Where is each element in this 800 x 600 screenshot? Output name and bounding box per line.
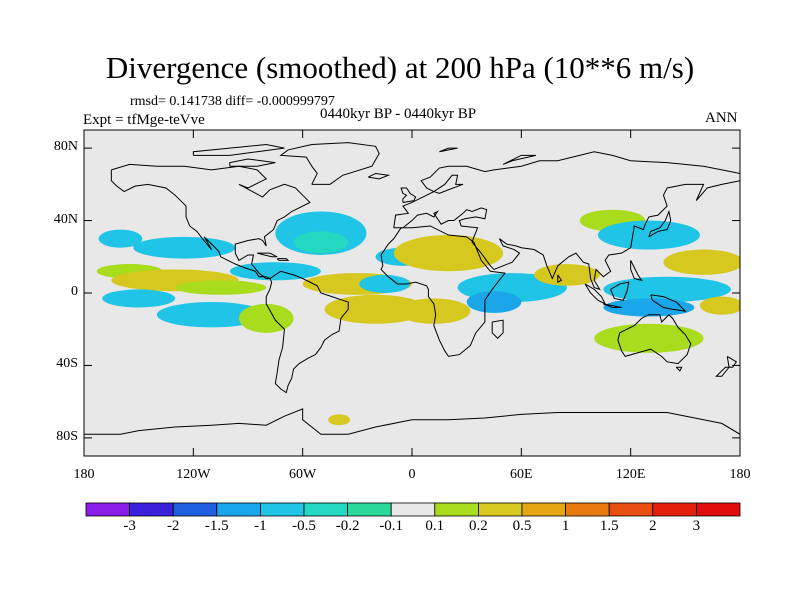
coastline	[400, 187, 417, 203]
chart-title: Divergence (smoothed) at 200 hPa (10**6 …	[105, 50, 695, 85]
y-tick-label: 40S	[56, 356, 78, 372]
field-anomaly	[594, 323, 704, 353]
colorbar-swatch	[172, 502, 218, 517]
x-tick-label: 120E	[615, 467, 646, 482]
coastline	[256, 252, 278, 258]
colorbar-swatch	[521, 502, 566, 517]
axis-ticks	[83, 130, 741, 456]
coastline	[439, 147, 458, 153]
coastline	[393, 151, 740, 291]
colorbar-swatch	[696, 502, 741, 517]
colorbar-swatch	[477, 502, 523, 517]
x-tick-label: 120W	[176, 467, 211, 482]
colorbar-label: 0.1	[425, 518, 445, 534]
x-tick-label: 180	[729, 467, 751, 482]
coastline	[715, 355, 738, 377]
field-anomaly	[229, 262, 321, 281]
colorbar-label: 1	[561, 518, 570, 534]
coastline	[192, 143, 285, 156]
coastline	[610, 281, 630, 301]
colorbar-swatch	[608, 502, 654, 517]
coastline	[279, 142, 380, 185]
coastline	[650, 294, 687, 312]
colorbar-swatch	[129, 502, 174, 517]
y-tick-label: 80S	[56, 428, 78, 444]
colorbar-label: -2	[166, 518, 180, 534]
y-tick-label: 80N	[53, 139, 78, 155]
field-anomaly	[328, 414, 351, 426]
coastline	[276, 258, 290, 261]
coastline	[110, 163, 311, 280]
colorbar-label: -3	[123, 518, 136, 534]
colorbar-label: -1	[254, 518, 267, 534]
colorbar-label: -0.5	[292, 518, 316, 534]
y-tick-label: 0	[71, 284, 78, 299]
coastline	[630, 260, 643, 282]
field-anomaly	[397, 298, 471, 324]
coastline	[502, 154, 537, 165]
colorbar-label: -0.2	[335, 518, 360, 534]
colorbar-swatch	[216, 502, 261, 517]
colorbar-label: 1.5	[599, 518, 619, 534]
field-anomaly	[466, 291, 522, 313]
coastline	[648, 209, 672, 238]
coastline	[603, 303, 622, 308]
coastline	[380, 225, 506, 357]
field-anomaly	[603, 298, 695, 317]
field-anomaly	[699, 296, 740, 315]
coastline	[675, 366, 683, 372]
colorbar-label: 3	[692, 518, 701, 534]
colorbar-label: -0.1	[379, 518, 404, 534]
field-anomaly	[98, 229, 143, 248]
field-anomaly	[156, 302, 267, 328]
colorbar-swatch	[390, 502, 436, 517]
field-anomaly	[293, 231, 349, 254]
field-anomaly	[238, 303, 294, 333]
colorbar-label: -1.5	[204, 518, 229, 534]
field-anomaly	[175, 280, 267, 295]
field-anomaly	[393, 235, 504, 272]
field-anomaly	[597, 220, 700, 250]
expt-label: Expt = tfMge-teVve	[83, 112, 205, 128]
coastline	[491, 319, 504, 339]
colorbar-label: 0.5	[512, 518, 532, 534]
colorbar-swatch	[565, 502, 610, 517]
coastline	[229, 158, 276, 167]
x-tick-label: 180	[73, 467, 95, 482]
coastline	[617, 314, 692, 365]
x-tick-label: 60W	[289, 467, 317, 482]
x-tick-label: 60E	[510, 467, 533, 482]
colorbar-label: 2	[649, 518, 657, 534]
x-tick-label: 0	[408, 467, 416, 482]
coastline	[265, 270, 349, 394]
field-anomaly	[603, 276, 731, 303]
colorbar-label: 0.2	[469, 518, 488, 534]
field-anomaly	[663, 249, 740, 275]
stats-text: rmsd= 0.141738 diff= -0.000999797	[130, 94, 335, 109]
colorbar	[85, 502, 741, 517]
field-anomaly	[359, 274, 411, 294]
coastlines	[84, 142, 740, 435]
coastline	[433, 174, 464, 194]
season-label: ANN	[705, 110, 738, 126]
colorbar-swatch	[347, 502, 392, 517]
colorbar-swatch	[85, 502, 130, 517]
y-tick-label: 40N	[53, 211, 78, 227]
coastline	[84, 408, 740, 435]
colorbar-swatch	[303, 502, 348, 517]
colorbar-swatch	[434, 502, 479, 517]
subtitle-text: 0440kyr BP - 0440kyr BP	[320, 106, 477, 122]
colorbar-swatch	[652, 502, 697, 517]
colorbar-swatch	[259, 502, 305, 517]
coastline	[368, 172, 391, 180]
coastline	[557, 274, 563, 283]
field-anomaly	[534, 264, 600, 286]
field-anomaly	[102, 289, 176, 308]
